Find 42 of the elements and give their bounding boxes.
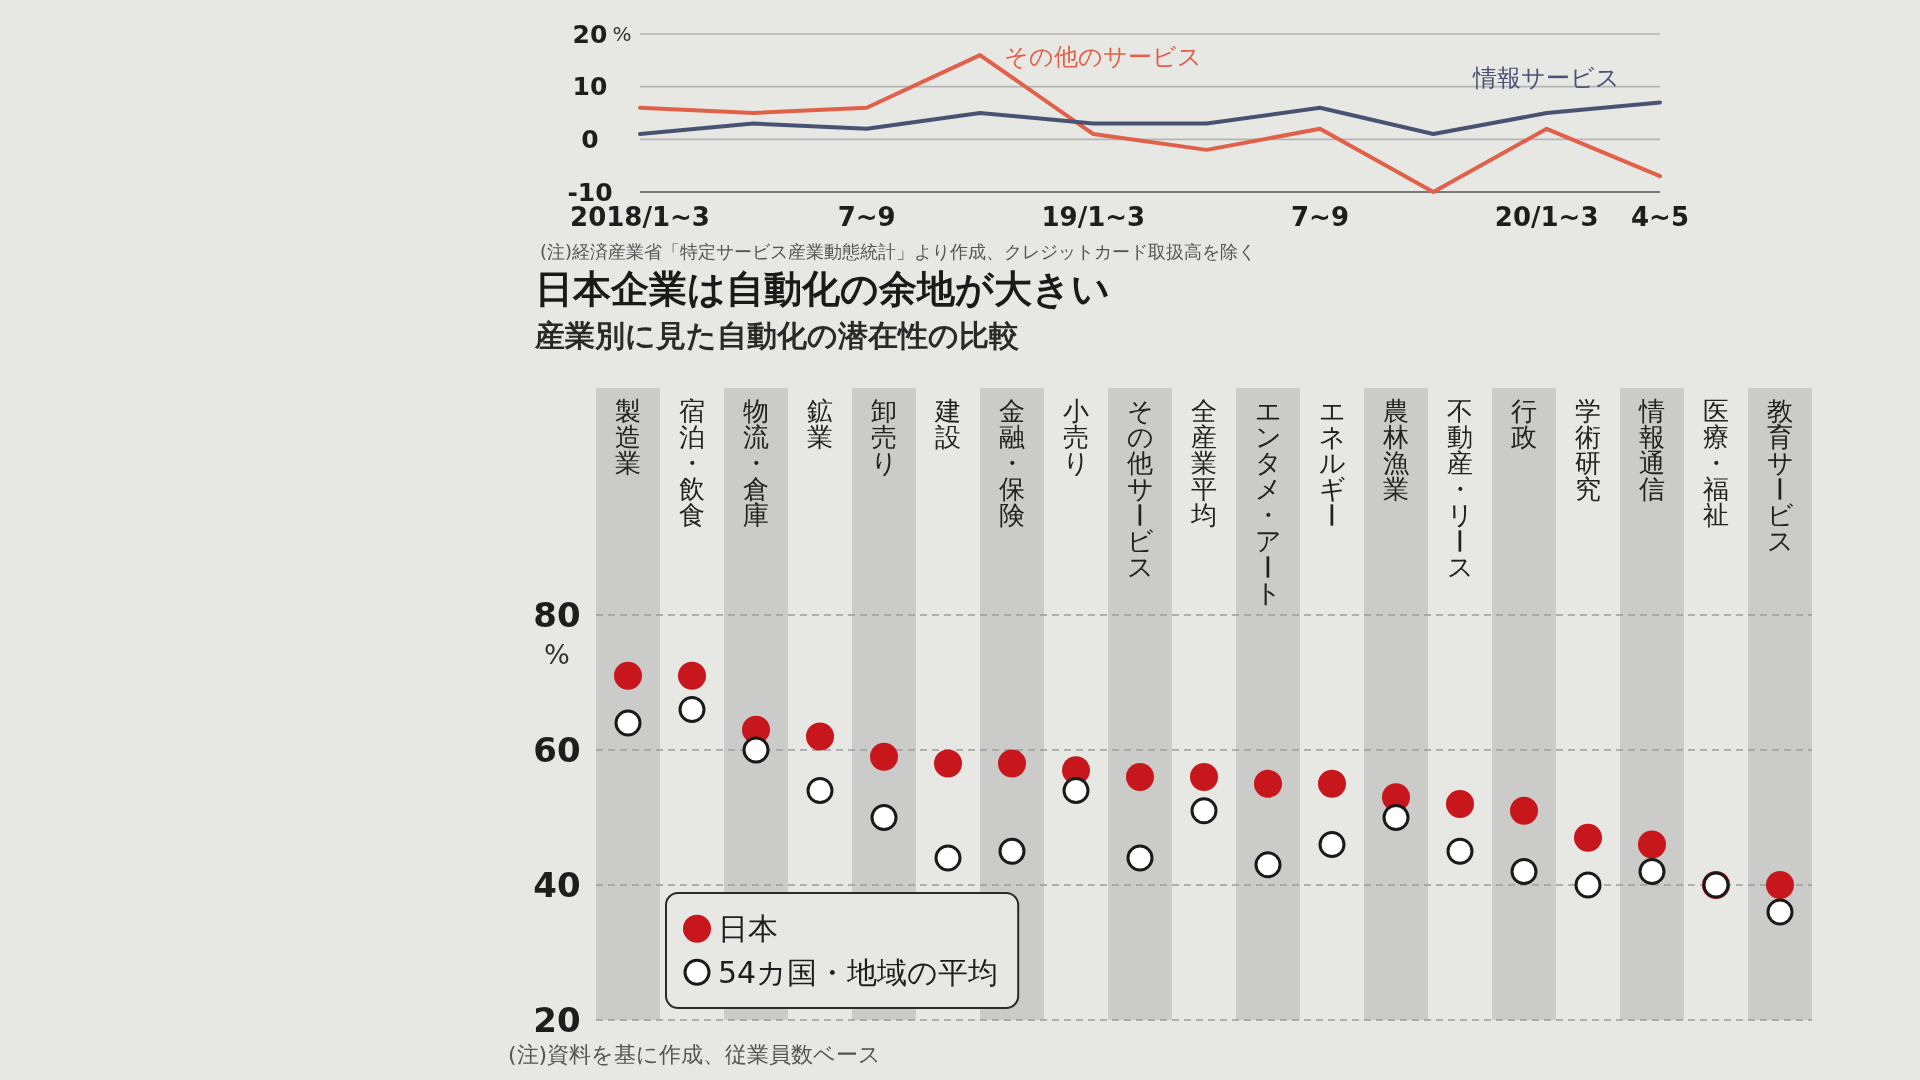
x-tick-label: その他サービス bbox=[1124, 396, 1155, 583]
x-tick-label: 情報通信 bbox=[1639, 396, 1665, 505]
x-tick-label: 建設 bbox=[935, 396, 961, 453]
x-tick-label: 20/1~3 bbox=[1494, 202, 1599, 232]
x-tick-label: 卸売り bbox=[870, 396, 898, 479]
x-tick-label: エンタメ・アート bbox=[1252, 396, 1283, 609]
y-tick-label: 40 bbox=[533, 865, 581, 905]
legend-item: 54カ国・地域の平均 bbox=[683, 954, 999, 990]
x-tick-label: 製造業 bbox=[615, 396, 641, 479]
y-tick-label: 20 bbox=[533, 1000, 581, 1040]
annotation: (注)経済産業省「特定サービス産業動態統計」より作成、クレジットカード取扱高を除く bbox=[540, 241, 1257, 262]
y-tick-label: 0 bbox=[581, 124, 599, 154]
x-tick-label: 医療・福祉 bbox=[1703, 396, 1729, 531]
series-label: 情報サービス bbox=[1473, 64, 1620, 93]
subtitle: 産業別に見た自動化の潜在性の比較 bbox=[535, 318, 1019, 353]
y-axis-label: % bbox=[612, 22, 632, 46]
y-tick-label: 10 bbox=[572, 72, 608, 102]
x-tick-label: 全産業平均 bbox=[1191, 396, 1217, 531]
annotation: (注)資料を基に作成、従業員数ベース bbox=[508, 1042, 882, 1067]
series-label: その他のサービス bbox=[1004, 43, 1202, 72]
x-tick-label: 4~5 bbox=[1631, 202, 1689, 232]
y-tick-label: 60 bbox=[533, 730, 581, 770]
legend-item: 日本 bbox=[683, 911, 778, 947]
x-tick-label: 19/1~3 bbox=[1041, 202, 1146, 232]
title: 日本企業は自動化の余地が大きい bbox=[535, 267, 1110, 311]
x-tick-label: 宿泊・飲食 bbox=[679, 396, 705, 531]
x-tick-label: 物流・倉庫 bbox=[743, 396, 769, 531]
x-tick-label: 不動産・リース bbox=[1444, 396, 1475, 583]
x-tick-label: 教育サービス bbox=[1764, 396, 1795, 557]
x-tick-label: 小売り bbox=[1062, 396, 1090, 479]
x-tick-label: 金融・保険 bbox=[999, 396, 1025, 531]
y-tick-label: 80 bbox=[533, 595, 581, 635]
x-tick-label: 7~9 bbox=[1291, 202, 1349, 232]
x-tick-label: 鉱業 bbox=[807, 396, 833, 453]
legend-label: 日本 bbox=[718, 911, 778, 947]
y-axis-label: % bbox=[544, 638, 570, 670]
x-tick-label: 7~9 bbox=[837, 202, 896, 232]
x-tick-label: エネルギー bbox=[1316, 396, 1347, 528]
x-tick-label: 行政 bbox=[1511, 396, 1537, 453]
x-tick-label: 学術研究 bbox=[1575, 396, 1601, 505]
y-tick-label: 20 bbox=[572, 19, 608, 49]
x-tick-label: 農林漁業 bbox=[1383, 396, 1409, 505]
